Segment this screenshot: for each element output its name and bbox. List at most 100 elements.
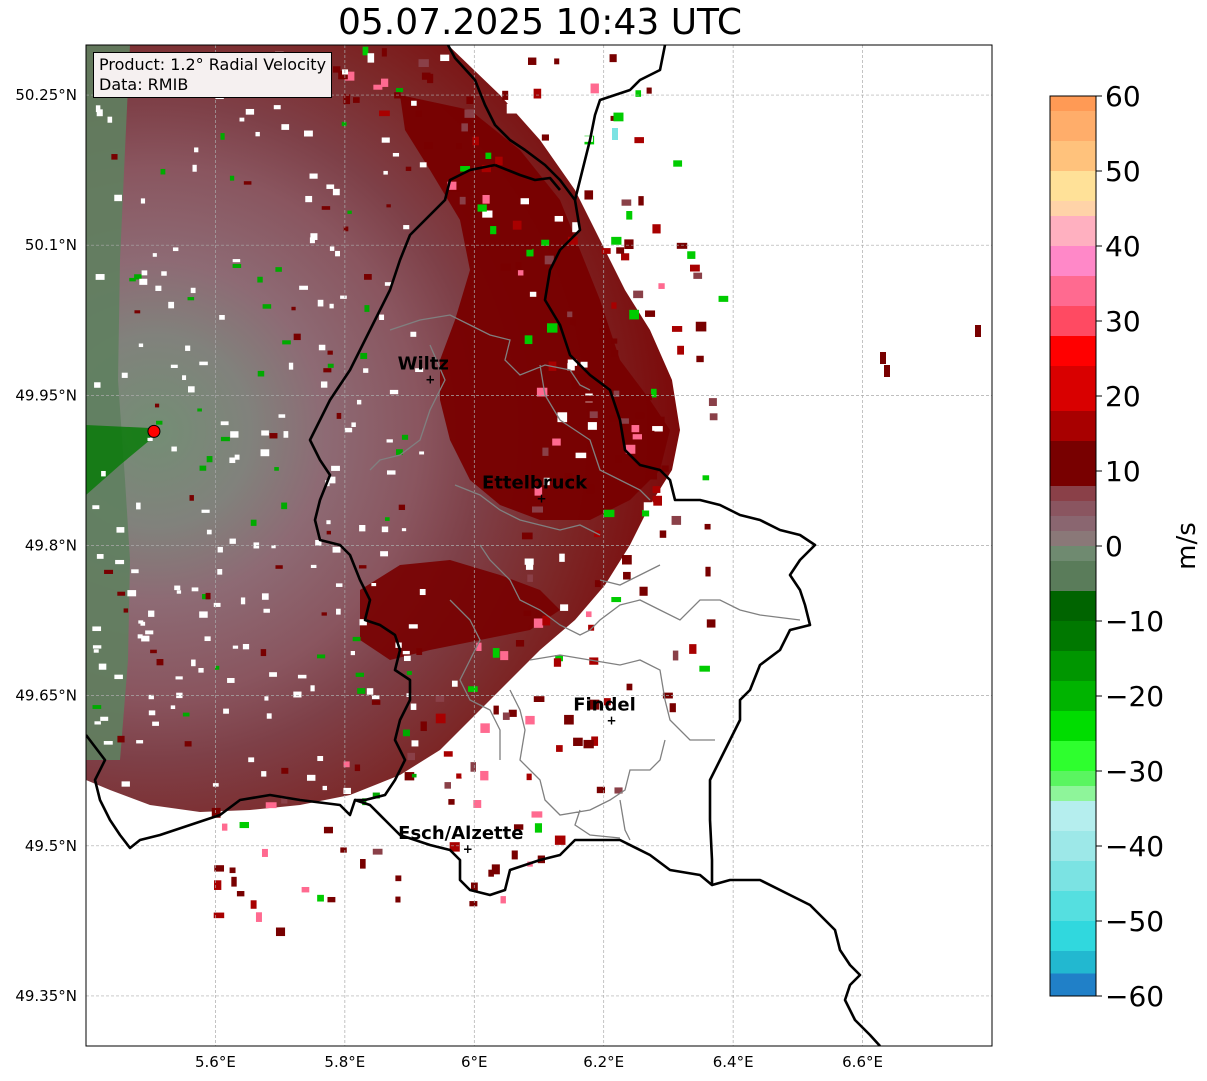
- colorbar-segment: [1050, 171, 1096, 202]
- velocity-pixel: [381, 137, 390, 143]
- city-label: Ettelbruck: [482, 472, 588, 493]
- velocity-pixel: [384, 517, 390, 521]
- velocity-pixel: [631, 211, 642, 222]
- colorbar-tick-label: −30: [1105, 755, 1164, 788]
- velocity-pixel: [213, 602, 221, 607]
- velocity-pixel: [639, 586, 648, 596]
- velocity-pixel: [614, 787, 623, 794]
- velocity-pixel: [281, 502, 288, 510]
- velocity-pixel: [488, 869, 494, 877]
- velocity-pixel: [172, 247, 179, 252]
- velocity-pixel: [335, 583, 343, 587]
- velocity-pixel: [96, 109, 103, 117]
- velocity-pixel: [321, 206, 331, 210]
- velocity-pixel: [274, 467, 279, 471]
- velocity-pixel: [187, 297, 195, 301]
- velocity-pixel: [485, 152, 492, 159]
- velocity-pixel: [564, 714, 574, 725]
- velocity-pixel: [338, 70, 348, 80]
- velocity-pixel: [310, 233, 318, 240]
- velocity-pixel: [395, 789, 402, 794]
- velocity-pixel: [634, 137, 644, 144]
- colorbar-segment: [1050, 141, 1096, 172]
- velocity-pixel: [331, 465, 340, 471]
- velocity-pixel: [571, 380, 579, 390]
- velocity-pixel: [411, 773, 417, 778]
- velocity-pixel: [229, 538, 236, 544]
- velocity-pixel: [182, 375, 187, 381]
- velocity-pixel: [411, 740, 419, 747]
- velocity-pixel: [622, 555, 632, 565]
- velocity-pixel: [525, 243, 533, 250]
- velocity-pixel: [527, 574, 533, 582]
- velocity-pixel: [701, 439, 712, 450]
- colorbar-segment: [1050, 246, 1096, 277]
- velocity-pixel: [629, 309, 639, 320]
- outbound-core-north: [400, 95, 670, 520]
- velocity-pixel: [491, 864, 500, 875]
- country-border-lux-west: [308, 163, 496, 802]
- velocity-pixel: [511, 850, 518, 860]
- velocity-pixel: [214, 880, 222, 890]
- velocity-pixel: [359, 619, 367, 626]
- velocity-pixel: [541, 134, 549, 141]
- velocity-pixel: [379, 110, 390, 117]
- velocity-pixel: [638, 196, 644, 206]
- lon-tick-label: 6°E: [461, 1053, 488, 1071]
- colorbar-tick-label: 30: [1105, 305, 1141, 338]
- velocity-pixel: [490, 226, 497, 235]
- velocity-pixel: [512, 220, 522, 230]
- velocity-pixel: [584, 190, 594, 200]
- velocity-pixel: [455, 142, 462, 150]
- velocity-pixel: [671, 326, 683, 332]
- velocity-pixel: [140, 198, 146, 204]
- velocity-pixel: [255, 912, 262, 922]
- velocity-pixel: [297, 674, 307, 679]
- velocity-pixel: [421, 72, 431, 80]
- velocity-pixel: [617, 135, 624, 143]
- velocity-pixel: [100, 716, 109, 721]
- velocity-pixel: [415, 110, 422, 118]
- velocity-pixel: [243, 181, 252, 185]
- velocity-pixel: [326, 530, 331, 535]
- velocity-pixel: [371, 583, 377, 587]
- velocity-pixel: [301, 886, 310, 893]
- velocity-pixel: [676, 242, 688, 249]
- velocity-pixel: [283, 431, 289, 438]
- velocity-pixel: [380, 551, 389, 557]
- velocity-pixel: [386, 439, 393, 443]
- velocity-pixel: [141, 270, 148, 276]
- velocity-pixel: [269, 433, 278, 439]
- velocity-pixel: [236, 891, 245, 897]
- velocity-pixel: [293, 691, 302, 698]
- velocity-pixel: [332, 188, 340, 196]
- velocity-pixel: [466, 96, 474, 105]
- velocity-pixel: [532, 506, 544, 513]
- velocity-pixel: [260, 649, 267, 657]
- velocity-pixel: [472, 136, 479, 146]
- velocity-pixel: [555, 655, 563, 662]
- velocity-pixel: [138, 620, 144, 624]
- velocity-pixel: [223, 708, 229, 714]
- velocity-pixel: [611, 338, 618, 344]
- colorbar-segment: [1050, 651, 1096, 682]
- colorbar-segment: [1050, 861, 1096, 892]
- latitude-labels: 50.25°N 50.1°N 49.95°N 49.8°N 49.65°N 49.5°N 4…: [15, 86, 77, 1005]
- velocity-speckles: [92, 46, 981, 937]
- velocity-pixel: [543, 477, 550, 486]
- velocity-pixel: [554, 215, 564, 222]
- velocity-pixel: [625, 444, 636, 454]
- inbound-velocity-area: [86, 45, 130, 760]
- colorbar-segment: [1050, 306, 1096, 337]
- inbound-strong-area: [86, 425, 150, 495]
- velocity-pixel: [260, 449, 270, 457]
- velocity-pixel: [220, 133, 225, 140]
- velocity-pixel: [533, 618, 544, 628]
- velocity-pixel: [138, 343, 144, 348]
- velocity-pixel: [586, 484, 595, 494]
- velocity-pixel: [155, 285, 162, 291]
- velocity-pixel: [597, 101, 604, 110]
- velocity-pixel: [613, 390, 620, 397]
- country-border-west: [86, 45, 817, 897]
- velocity-pixel: [278, 414, 286, 418]
